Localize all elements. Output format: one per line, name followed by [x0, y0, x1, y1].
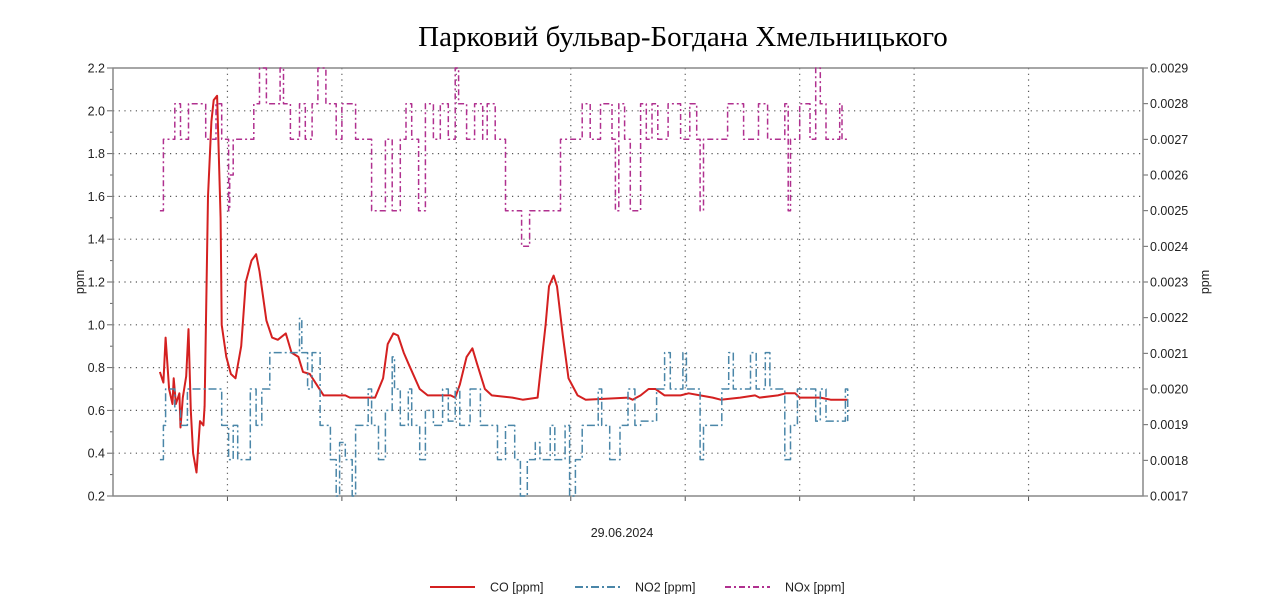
x-axis-label: 29.06.2024 [591, 526, 654, 540]
y-tick-label-right: 0.0028 [1150, 97, 1188, 111]
legend-label: NO2 [ppm] [635, 581, 695, 595]
y-tick-label-right: 0.0027 [1150, 133, 1188, 147]
y-axis-label-left: ppm [73, 270, 87, 294]
y-tick-label-right: 0.0029 [1150, 62, 1188, 76]
y-axis-label-right: ppm [1198, 270, 1212, 294]
y-tick-label-left: 0.8 [88, 361, 105, 375]
legend: CO [ppm] NO2 [ppm] NOx [ppm] [430, 581, 845, 595]
y-tick-label-left: 1.4 [88, 233, 105, 247]
y-tick-label-left: 1.8 [88, 147, 105, 161]
y-tick-label-right: 0.0019 [1150, 418, 1188, 432]
legend-item: NOx [ppm] [725, 581, 845, 595]
y-tick-label-left: 1.0 [88, 318, 105, 332]
y-tick-label-left: 0.6 [88, 404, 105, 418]
y-tick-label-left: 1.6 [88, 190, 105, 204]
y-tick-label-right: 0.0023 [1150, 276, 1188, 290]
grid [113, 68, 1143, 496]
y-tick-label-right: 0.0020 [1150, 383, 1188, 397]
y-tick-label-left: 0.2 [88, 490, 105, 504]
y-tick-label-right: 0.0025 [1150, 204, 1188, 218]
plot-frame [112, 67, 1144, 497]
axes: 0.2 0.4 0.6 0.8 1.0 1.2 1.4 1.6 1.8 2.0 2.2 0.0017 0… [88, 62, 1189, 504]
y-tick-label-right: 0.0021 [1150, 347, 1188, 361]
y-tick-label-right: 0.0017 [1150, 490, 1188, 504]
legend-item: CO [ppm] [430, 581, 544, 595]
series-line-co [158, 94, 848, 474]
y-tick-label-right: 0.0026 [1150, 169, 1188, 183]
legend-item: NO2 [ppm] [575, 581, 695, 595]
y-tick-label-right: 0.0024 [1150, 240, 1188, 254]
series-line-no2 [159, 317, 849, 497]
series-line-nox [159, 67, 848, 248]
y-tick-label-left: 0.4 [88, 447, 105, 461]
y-tick-label-left: 2.2 [88, 62, 105, 76]
chart-title: Парковий бульвар-Богдана Хмельницького [418, 21, 948, 53]
y-tick-label-left: 1.2 [88, 276, 105, 290]
y-tick-label-left: 2.0 [88, 104, 105, 118]
series-group [158, 67, 849, 497]
legend-label: NOx [ppm] [785, 581, 845, 595]
y-tick-label-right: 0.0022 [1150, 311, 1188, 325]
y-tick-label-right: 0.0018 [1150, 454, 1188, 468]
legend-label: CO [ppm] [490, 581, 544, 595]
